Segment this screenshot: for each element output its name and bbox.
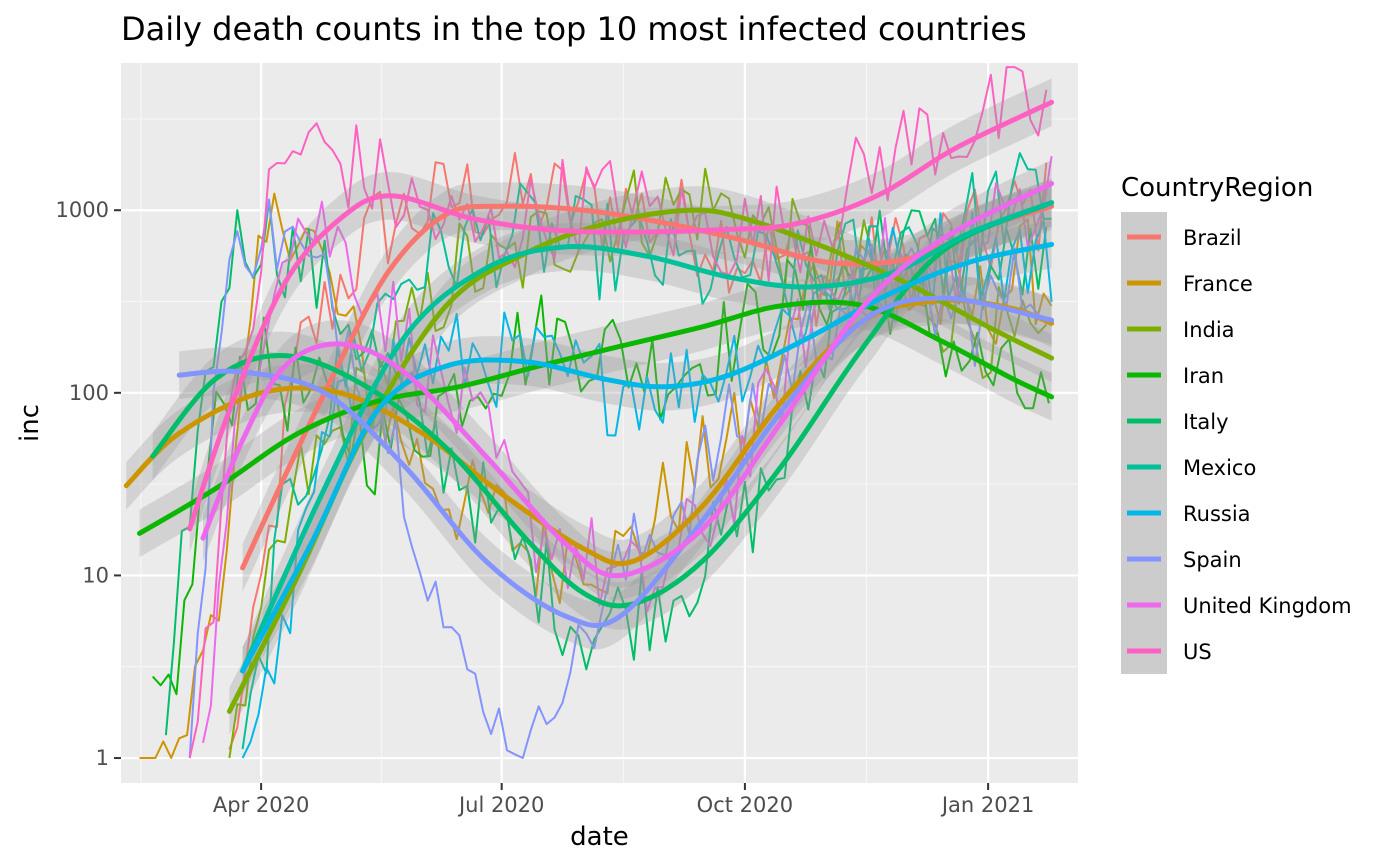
- y-tick-label: 1000: [56, 198, 109, 222]
- smooth-trend-lines: [123, 78, 1055, 736]
- x-tick-label: Oct 2020: [697, 793, 793, 817]
- raw-line-us: [188, 66, 1048, 759]
- trend-line-us: [187, 99, 1055, 532]
- x-tick-label: Jan 2021: [940, 793, 1035, 817]
- legend-label-brazil: Brazil: [1183, 226, 1242, 250]
- legend-label-iran: Iran: [1183, 364, 1224, 388]
- legend-label-united-kingdom: United Kingdom: [1183, 594, 1352, 618]
- trend-line-italy: [150, 200, 1055, 609]
- y-axis: 1 10 100 1000: [56, 198, 121, 770]
- x-axis-title: date: [570, 822, 629, 852]
- grid-lines: [121, 63, 1078, 783]
- raw-line-spain: [188, 198, 1048, 759]
- x-axis: Apr 2020 Jul 2020 Oct 2020 Jan 2021: [213, 783, 1034, 817]
- legend-key-background: [1121, 212, 1167, 674]
- legend-label-france: France: [1183, 272, 1253, 296]
- trend-line-iran: [137, 299, 1055, 536]
- raw-line-italy: [164, 199, 1048, 736]
- y-tick-label: 100: [69, 381, 109, 405]
- legend-label-russia: Russia: [1183, 502, 1251, 526]
- trend-line-france: [123, 297, 1055, 567]
- legend-label-italy: Italy: [1183, 410, 1229, 434]
- ribbon-iran: [139, 278, 1052, 558]
- legend-label-mexico: Mexico: [1183, 456, 1256, 480]
- y-tick-label: 10: [82, 563, 109, 587]
- legend-label-india: India: [1183, 318, 1235, 342]
- legend-title: CountryRegion: [1121, 173, 1313, 203]
- ribbon-united-kingdom: [203, 159, 1052, 600]
- ribbon-spain: [179, 274, 1052, 650]
- chart-title: Daily death counts in the top 10 most in…: [121, 10, 1027, 48]
- legend-label-us: US: [1183, 640, 1212, 664]
- trend-line-spain: [176, 295, 1055, 629]
- raw-line-mexico: [241, 152, 1052, 750]
- ribbon-france: [126, 276, 1052, 588]
- trend-line-russia: [240, 241, 1055, 674]
- y-axis-title: inc: [15, 404, 45, 442]
- trend-line-united-kingdom: [200, 181, 1055, 579]
- y-tick-label: 1: [96, 746, 109, 770]
- ribbon-russia: [242, 220, 1052, 695]
- ribbon-italy: [152, 178, 1052, 630]
- ribbon-india: [229, 186, 1052, 736]
- trend-line-brazil: [240, 203, 1055, 571]
- plot-panel: [121, 63, 1078, 783]
- legend-label-spain: Spain: [1183, 548, 1242, 572]
- x-tick-label: Jul 2020: [457, 793, 544, 817]
- x-tick-label: Apr 2020: [213, 793, 309, 817]
- legend: CountryRegion Brazil France India Iran Italy…: [1121, 173, 1352, 674]
